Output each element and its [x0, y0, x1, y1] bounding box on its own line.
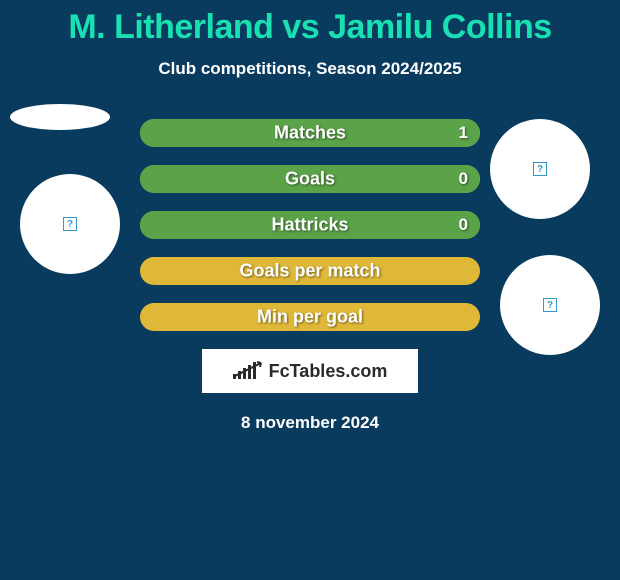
bar-value: 0 — [459, 169, 468, 189]
bar-row: Hattricks 0 — [140, 211, 480, 239]
brand-logo-text: FcTables.com — [233, 361, 388, 382]
image-placeholder-icon: ? — [533, 162, 547, 176]
bar-label: Hattricks — [271, 215, 348, 236]
chart-arrow-icon — [233, 362, 267, 380]
player-avatar-left: ? — [20, 174, 120, 274]
brand-logo: FcTables.com — [202, 349, 418, 393]
bar-label: Matches — [274, 123, 346, 144]
bar-label: Min per goal — [257, 307, 363, 328]
player-avatar-right-2: ? — [500, 255, 600, 355]
page-title: M. Litherland vs Jamilu Collins — [0, 0, 620, 47]
brand-name: FcTables.com — [269, 361, 388, 382]
player-badge-left-top — [10, 104, 110, 130]
bar-value: 0 — [459, 215, 468, 235]
image-placeholder-icon: ? — [63, 217, 77, 231]
bar-label: Goals — [285, 169, 335, 190]
bar-row: Min per goal — [140, 303, 480, 331]
bar-row: Goals per match — [140, 257, 480, 285]
image-placeholder-icon: ? — [543, 298, 557, 312]
bar-row: Goals 0 — [140, 165, 480, 193]
subtitle: Club competitions, Season 2024/2025 — [0, 59, 620, 79]
comparison-chart: ? ? ? Matches 1 Goals 0 Hattricks 0 Goal — [0, 119, 620, 433]
date-text: 8 november 2024 — [0, 413, 620, 433]
bar-value: 1 — [459, 123, 468, 143]
player-avatar-right-1: ? — [490, 119, 590, 219]
bar-label: Goals per match — [239, 261, 380, 282]
bars-container: Matches 1 Goals 0 Hattricks 0 Goals per … — [140, 119, 480, 331]
bar-row: Matches 1 — [140, 119, 480, 147]
